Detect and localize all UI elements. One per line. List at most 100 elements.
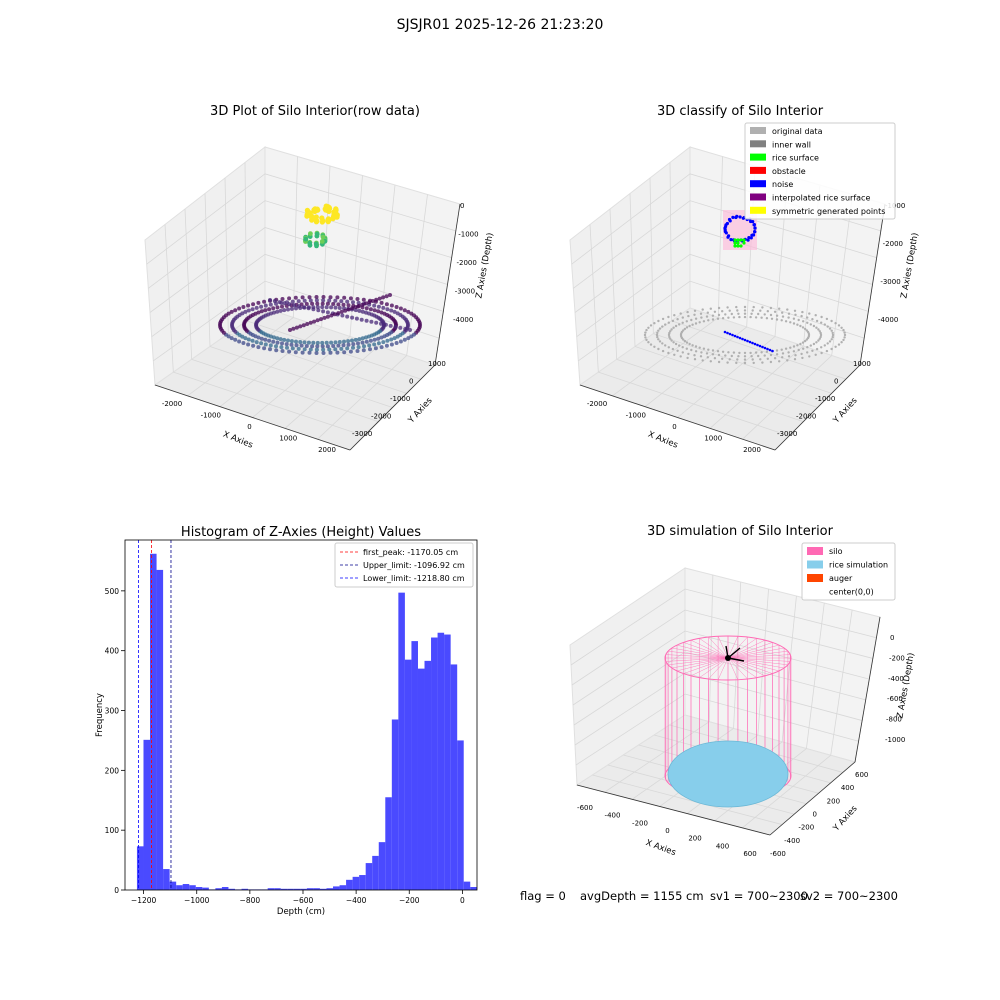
data-point [820,352,822,354]
data-point [336,302,340,306]
data-point [726,222,729,225]
data-point [372,342,376,346]
data-point [233,308,237,312]
data-point [340,314,344,318]
data-point [303,299,307,303]
data-point [315,232,320,237]
data-point [390,304,394,308]
data-point [321,235,326,240]
data-point [774,357,776,359]
data-point [714,357,716,359]
x-tick-label: 2000 [743,446,761,454]
data-point [686,320,688,322]
data-point [707,356,709,358]
data-point [287,302,291,306]
x-tick-label: 0 [460,896,465,905]
data-point [311,341,315,345]
axes-3d: -2000 -1000 0 1000 2000 -3000 -2000 -1000 0 1000 -… [145,147,496,454]
legend-swatch [807,574,823,582]
data-point [789,321,791,323]
data-point [766,348,769,351]
data-point [308,231,313,236]
data-point [645,329,647,331]
data-point [753,223,756,226]
data-point [739,244,742,247]
data-point [255,340,259,344]
data-point [302,323,306,327]
data-point [690,349,692,351]
data-point [241,305,245,309]
data-point [729,333,732,336]
data-point [827,325,829,327]
data-point [268,347,272,351]
histogram-bar [150,554,157,890]
data-point [381,306,385,310]
y-tick-label: 500 [105,587,120,596]
axes-3d: -600-400-2000200400600 -600-400-200020040… [570,568,917,858]
data-point [319,317,323,321]
data-point [650,343,652,345]
data-point [789,347,791,349]
data-point [309,321,313,325]
data-point [838,324,840,326]
data-point [657,338,659,340]
x-tick-label: -600 [577,804,593,812]
histogram-bar [379,842,386,890]
data-point [282,308,286,312]
data-point [695,322,697,324]
data-point [373,338,377,342]
data-point [361,336,365,340]
data-point [280,341,284,345]
data-point [813,325,815,327]
data-point [727,234,730,237]
data-point [315,344,319,348]
data-point [820,316,822,318]
data-point [829,327,831,329]
data-point [756,344,759,347]
data-point [263,338,267,342]
data-point [653,346,655,348]
data-point [251,302,255,306]
data-point [753,306,755,308]
data-point [271,306,275,310]
data-point [794,354,796,356]
data-point [808,332,810,334]
y-tick-label: -400 [784,837,800,845]
data-point [336,311,340,315]
data-point [749,352,751,354]
data-point [742,241,745,244]
status-flag: flag = 0 [520,889,566,903]
data-point [305,344,309,348]
data-point [781,319,783,321]
histogram-bar [418,669,425,890]
legend-label: obstacle [772,167,806,176]
histogram-bar [405,660,412,890]
y-tick-label: -2000 [796,413,816,421]
data-point [686,311,688,313]
data-point [288,328,292,332]
data-point [379,322,383,326]
z-tick-label: -200 [889,654,905,662]
y-tick-label: 100 [105,826,120,835]
data-point [276,341,280,345]
data-point [702,308,704,310]
data-point [744,352,746,354]
data-point [675,325,677,327]
data-point [691,344,693,346]
data-point [656,332,658,334]
data-point [755,351,757,353]
x-axis-label: X Axies [646,430,679,451]
legend-frame [745,123,895,219]
x-tick-label: 200 [688,835,701,843]
data-point [273,299,277,303]
data-point [331,302,335,306]
histogram-bar [444,635,451,890]
data-point [744,316,746,318]
histogram-bar [137,846,144,890]
data-point [307,341,311,345]
data-point [744,358,746,360]
data-point [369,320,373,324]
data-point [815,327,817,329]
y-tick-label: 300 [105,707,120,716]
legend-label: auger [829,574,853,583]
